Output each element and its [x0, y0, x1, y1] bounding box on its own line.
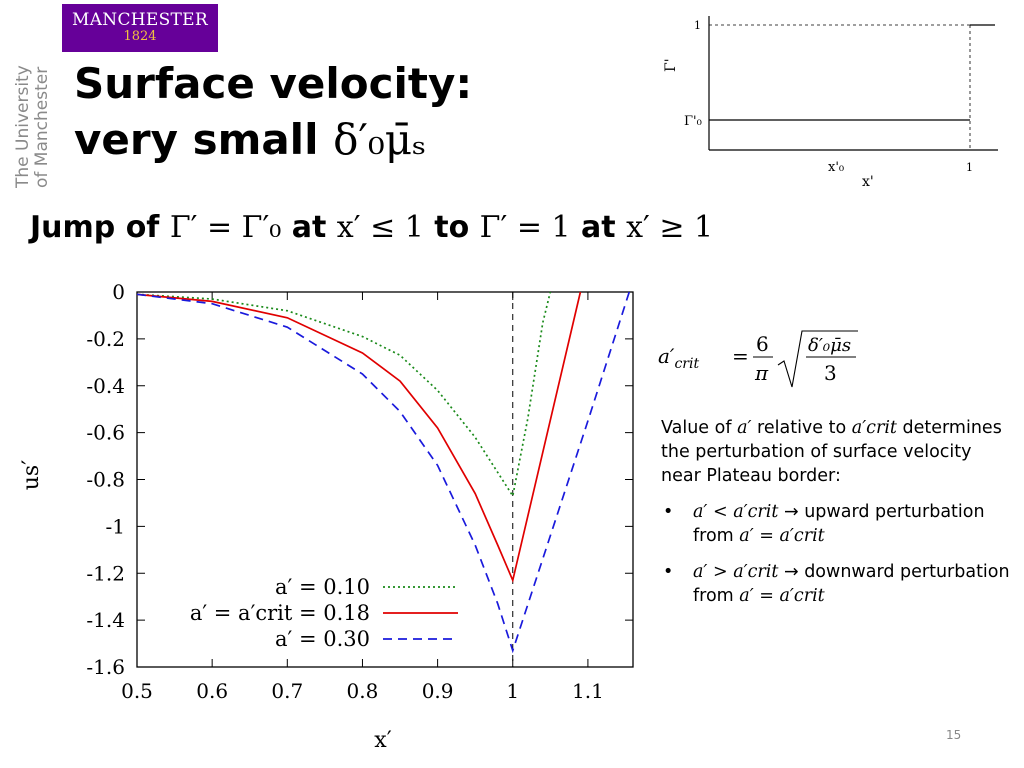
critical-a-formula: a′crit = 6 π δ′₀μ̄s 3	[658, 325, 878, 400]
inset-step-chart: 1 Γ'₀ Γ' x'₀ 1 x'	[663, 16, 998, 190]
x-tick-label: 0.9	[422, 679, 454, 703]
wordmark-line1: The University	[13, 65, 33, 188]
title-line2-text: very small	[74, 115, 334, 164]
x-tick-label: 0.6	[196, 679, 228, 703]
subtitle-math-4: x′ ≥ 1	[626, 210, 714, 245]
inset-xtick-x0: x'₀	[828, 160, 844, 175]
university-wordmark: The University of Manchester	[13, 8, 60, 188]
x-axis-label: x′	[374, 728, 391, 753]
bullet1-text: upward perturbation from	[693, 502, 985, 546]
inset-ytick-gamma0: Γ'₀	[684, 114, 702, 129]
x-tick-label: 0.5	[121, 679, 153, 703]
legend-label: a′ = a′crit = 0.18	[190, 601, 370, 625]
x-tick-label: 1.1	[572, 679, 604, 703]
y-tick-label: -1	[106, 514, 125, 538]
bullet2-text: downward perturbation from	[693, 562, 1010, 606]
bullet-dot: •	[663, 502, 674, 522]
y-tick-label: 0	[112, 280, 125, 304]
title-line1: Surface velocity:	[74, 59, 473, 108]
y-tick-label: -0.2	[86, 327, 125, 351]
series-group	[136, 291, 631, 654]
series-line-2	[136, 291, 631, 654]
slide-title: Surface velocity: very small δ′₀μ̄ₛ	[74, 56, 472, 168]
y-tick-label: -1.2	[86, 561, 125, 585]
explanation: Value of a′ relative to a′crit determine…	[661, 416, 1011, 608]
p1-math-a: a′	[737, 418, 752, 438]
y-tick-label: -0.6	[86, 421, 125, 445]
bullet-item-downward: • a′ > a′crit → downward perturbation fr…	[661, 560, 1011, 608]
arrow-right-icon: →	[778, 502, 805, 522]
explanation-paragraph: Value of a′ relative to a′crit determine…	[661, 416, 1011, 488]
formula-sqrt-num: δ′₀μ̄s	[808, 335, 851, 356]
page-number: 15	[946, 728, 962, 742]
university-logo: MANCHESTER 1824	[62, 4, 218, 52]
formula-den: π	[754, 361, 769, 385]
legend: a′ = 0.10a′ = a′crit = 0.18a′ = 0.30	[190, 575, 458, 651]
y-tick-label: -1.6	[86, 655, 125, 679]
subtitle-jump: Jump of	[30, 210, 170, 245]
title-line2: very small δ′₀μ̄ₛ	[74, 112, 472, 168]
subtitle-math-1: Γ′ = Γ′₀	[169, 210, 282, 245]
subtitle-at-1: at	[281, 210, 337, 245]
wordmark-line2: of Manchester	[32, 66, 52, 188]
slide-subtitle: Jump of Γ′ = Γ′₀ at x′ ≤ 1 to Γ′ = 1 at …	[30, 210, 713, 245]
title-line2-math: δ′₀μ̄ₛ	[333, 115, 427, 164]
logo-name: MANCHESTER	[72, 10, 208, 30]
y-tick-label: -1.4	[86, 608, 125, 632]
x-ticks: 0.5 0.6 0.7 0.8 0.9 1 1.1	[121, 292, 604, 703]
formula-lhs: a′crit	[658, 344, 699, 372]
subtitle-math-3: Γ′ = 1	[479, 210, 571, 245]
subtitle-to: to	[423, 210, 480, 245]
bullet1-math-end: a′ = a′crit	[739, 526, 825, 546]
inset-ylabel: Γ'	[663, 58, 679, 72]
x-tick-label: 0.7	[271, 679, 303, 703]
series-line-1	[136, 291, 582, 583]
legend-label: a′ = 0.30	[275, 627, 370, 651]
formula-equals: =	[732, 344, 749, 368]
subtitle-math-2: x′ ≤ 1	[336, 210, 424, 245]
x-tick-label: 0.8	[347, 679, 379, 703]
surface-velocity-chart: 0-0.2-0.4-0.6-0.8-1-1.2-1.4-1.6 0.5 0.6 0.…	[19, 280, 634, 753]
inset-xlabel: x'	[862, 174, 874, 190]
inset-xtick-1: 1	[966, 161, 973, 174]
arrow-right-icon: →	[778, 562, 805, 582]
p1-b: relative to	[751, 418, 852, 438]
bullet-dot: •	[663, 562, 674, 582]
bullet-item-upward: • a′ < a′crit → upward perturbation from…	[661, 500, 1011, 548]
subtitle-at-2: at	[570, 210, 627, 245]
formula-sqrt-den: 3	[824, 361, 837, 385]
y-tick-label: -0.4	[86, 374, 125, 398]
logo-year: 1824	[123, 29, 157, 44]
inset-ytick-1: 1	[694, 19, 701, 32]
p1-a: Value of	[661, 418, 738, 438]
bullet2-math-end: a′ = a′crit	[739, 586, 825, 606]
y-tick-label: -0.8	[86, 468, 125, 492]
bullet1-math: a′ < a′crit	[693, 502, 779, 522]
series-line-0	[136, 291, 552, 499]
p1-c: determines the perturbation of surface v…	[661, 418, 1002, 486]
sqrt-symbol	[777, 330, 858, 388]
p1-math-acrit: a′crit	[851, 418, 897, 438]
y-ticks: 0 -0.2 -0.4 -0.6 -0.8 -1 -1.2 -1.4 -1.6	[86, 280, 633, 679]
formula-num: 6	[756, 332, 769, 356]
bullet2-math: a′ > a′crit	[693, 562, 779, 582]
y-axis-label: us′	[19, 460, 44, 490]
legend-label: a′ = 0.10	[275, 575, 370, 599]
x-tick-label: 1	[506, 679, 519, 703]
